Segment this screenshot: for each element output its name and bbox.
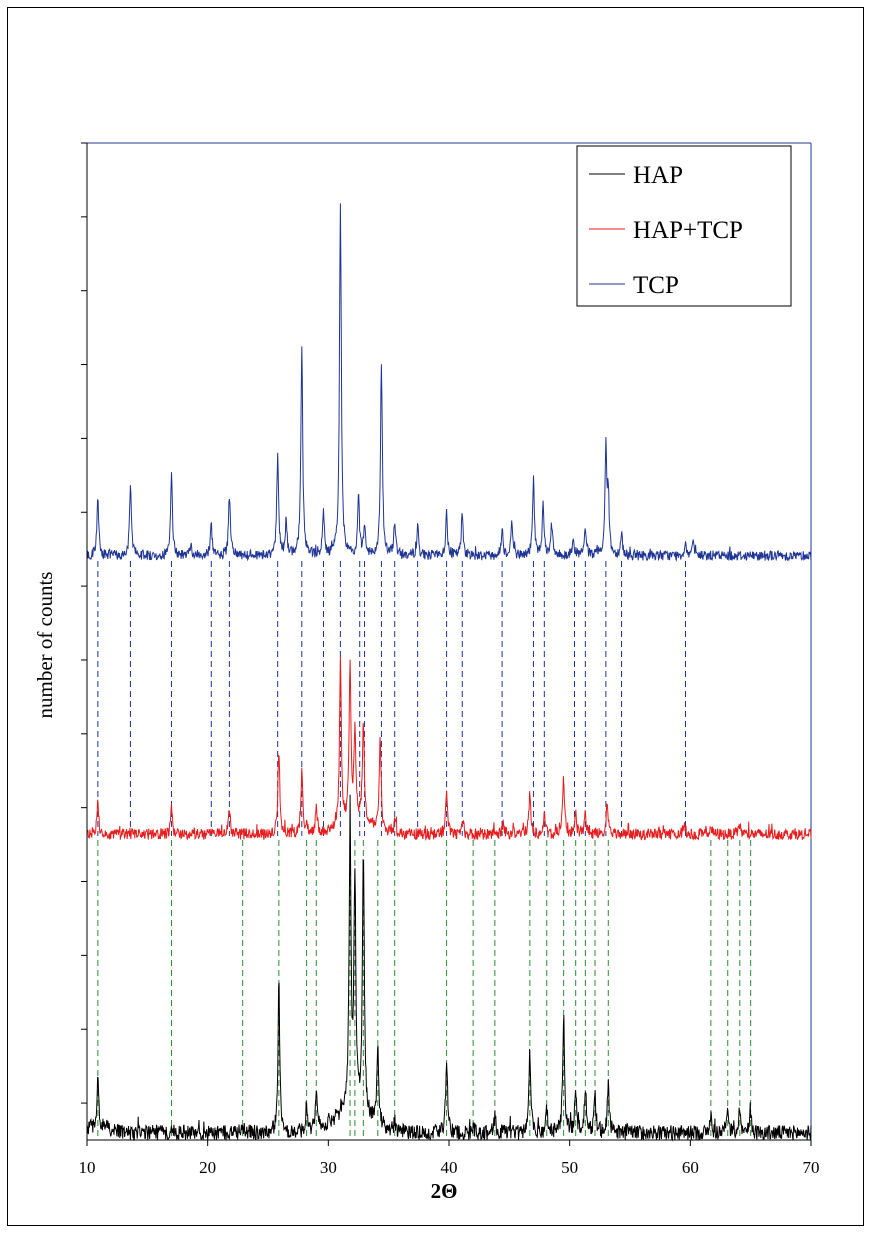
plot-area-border — [87, 142, 812, 1140]
x-tick-label: 40 — [441, 1158, 458, 1177]
legend-box — [576, 145, 792, 307]
legend: HAP HAP+TCP TCP — [576, 145, 792, 307]
figure-frame — [7, 7, 864, 1226]
x-tick-label: 60 — [682, 1158, 699, 1177]
x-tick-label: 30 — [320, 1158, 337, 1177]
series-lines — [86, 203, 812, 1142]
x-tick-label: 50 — [561, 1158, 578, 1177]
x-tick-label: 10 — [79, 1158, 96, 1177]
legend-entry-label: TCP — [633, 272, 679, 299]
series-line-tcp — [86, 203, 812, 562]
legend-entry-label: HAP+TCP — [633, 217, 743, 244]
series-line-hap — [86, 794, 812, 1142]
y-axis-label: number of counts — [33, 572, 57, 719]
x-tick-label: 20 — [199, 1158, 216, 1177]
reference-lines — [97, 561, 752, 1136]
series-line-hap-tcp — [86, 655, 812, 842]
x-tick-label: 70 — [803, 1158, 820, 1177]
x-axis-label: 2Θ — [431, 1179, 458, 1203]
legend-entry-label: HAP — [633, 162, 683, 189]
x-axis-ticks: 10 20 30 40 50 60 70 — [79, 1140, 820, 1177]
y-axis-ticks — [81, 142, 87, 1104]
